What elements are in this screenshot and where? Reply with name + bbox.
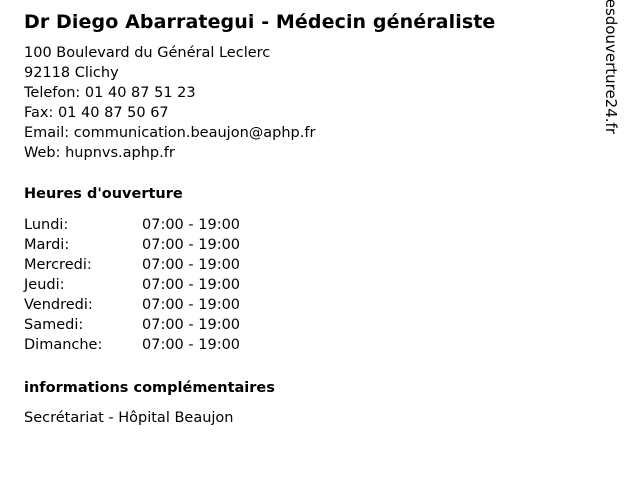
additional-info-heading: informations complémentaires [24, 380, 275, 396]
hours-day-label: Lundi: [24, 217, 69, 233]
contact-email: Email: communication.beaujon@aphp.fr [24, 125, 316, 141]
table-row: Jeudi: 07:00 - 19:00 [24, 275, 240, 295]
table-row: Vendredi: 07:00 - 19:00 [24, 295, 240, 315]
page-title: Dr Diego Abarrategui - Médecin généralis… [24, 11, 496, 33]
table-row: Lundi: 07:00 - 19:00 [24, 215, 240, 235]
table-row: Mercredi: 07:00 - 19:00 [24, 255, 240, 275]
address-block: 100 Boulevard du Général Leclerc 92118 C… [24, 43, 584, 163]
address-street: 100 Boulevard du Général Leclerc [24, 45, 271, 61]
hours-day-label: Samedi: [24, 317, 84, 333]
hours-day-label: Mercredi: [24, 257, 92, 273]
contact-phone: Telefon: 01 40 87 51 23 [24, 85, 196, 101]
additional-info-text: Secrétariat - Hôpital Beaujon [24, 410, 234, 426]
opening-hours-body: Lundi: 07:00 - 19:00 Mardi: 07:00 - 19:0… [24, 215, 240, 355]
contact-fax: Fax: 01 40 87 50 67 [24, 105, 169, 121]
opening-hours-table: Lundi: 07:00 - 19:00 Mardi: 07:00 - 19:0… [24, 215, 240, 355]
hours-time-value: 07:00 - 19:00 [142, 237, 241, 253]
hours-day-label: Mardi: [24, 237, 70, 253]
hours-time-value: 07:00 - 19:00 [142, 277, 241, 293]
hours-day-label: Dimanche: [24, 337, 103, 353]
hours-day-label: Jeudi: [24, 277, 65, 293]
hours-time-value: 07:00 - 19:00 [142, 217, 241, 233]
hours-time-value: 07:00 - 19:00 [142, 257, 241, 273]
hours-time-value: 07:00 - 19:00 [142, 317, 241, 333]
table-row: Samedi: 07:00 - 19:00 [24, 315, 240, 335]
hours-time-value: 07:00 - 19:00 [142, 337, 241, 353]
content-container: Dr Diego Abarrategui - Médecin généralis… [24, 10, 584, 428]
table-row: Mardi: 07:00 - 19:00 [24, 235, 240, 255]
opening-hours-heading: Heures d'ouverture [24, 186, 183, 202]
hours-day-label: Vendredi: [24, 297, 93, 313]
watermark-label: Horairesdouverture24.fr [602, 0, 620, 134]
contact-website: Web: hupnvs.aphp.fr [24, 145, 175, 161]
hours-time-value: 07:00 - 19:00 [142, 297, 241, 313]
table-row: Dimanche: 07:00 - 19:00 [24, 335, 240, 355]
address-city: 92118 Clichy [24, 65, 119, 81]
